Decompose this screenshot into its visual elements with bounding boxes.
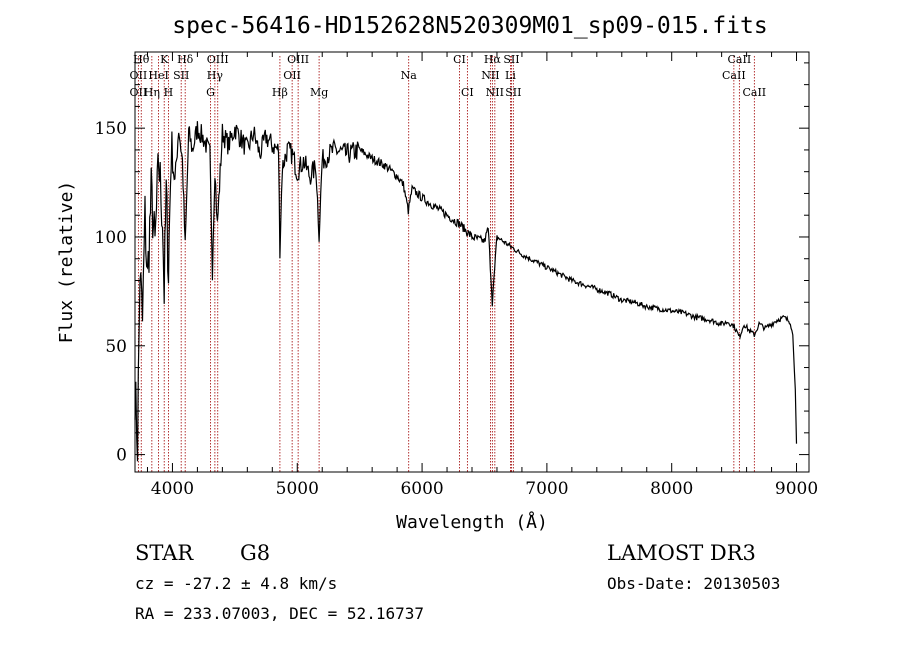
line-label: Na bbox=[401, 69, 418, 82]
line-label: OIII bbox=[207, 53, 229, 66]
line-label: HeI bbox=[148, 69, 168, 82]
line-label: SII bbox=[503, 53, 519, 66]
line-label: SII bbox=[173, 69, 189, 82]
line-label: H bbox=[164, 86, 174, 99]
y-axis-label: Flux (relative) bbox=[56, 181, 77, 344]
line-label: Hη bbox=[144, 86, 160, 99]
observation-date: Obs-Date: 20130503 bbox=[607, 574, 781, 593]
line-label: CI bbox=[453, 53, 466, 66]
line-label: OII bbox=[130, 69, 148, 82]
line-label: CaII bbox=[742, 86, 766, 99]
y-tick-label: 0 bbox=[116, 446, 127, 466]
y-axis-ticks: 0 50 100 150 bbox=[95, 62, 809, 466]
line-label: NII bbox=[486, 86, 504, 99]
line-label: OII bbox=[130, 86, 148, 99]
y-tick-label: 150 bbox=[95, 119, 127, 139]
line-label: CaII bbox=[728, 53, 752, 66]
line-label: OII bbox=[283, 69, 301, 82]
y-tick-label: 100 bbox=[95, 228, 127, 248]
emission-line-markers bbox=[137, 56, 755, 472]
line-label: Hγ bbox=[207, 69, 224, 82]
line-label: Li bbox=[505, 69, 516, 82]
line-label: OIII bbox=[287, 53, 309, 66]
line-label: Hα bbox=[484, 53, 502, 66]
x-tick-label: 8000 bbox=[650, 479, 693, 499]
line-label: CaII bbox=[722, 69, 746, 82]
x-axis-label: Wavelength (Å) bbox=[396, 511, 548, 533]
chart-title: spec-56416-HD152628N520309M01_sp09-015.f… bbox=[172, 13, 767, 39]
x-tick-label: 7000 bbox=[525, 479, 568, 499]
object-subclass: G8 bbox=[240, 541, 271, 565]
line-label: K bbox=[160, 53, 169, 66]
line-label: G bbox=[206, 86, 215, 99]
x-tick-label: 4000 bbox=[151, 479, 194, 499]
survey-name: LAMOST DR3 bbox=[607, 541, 756, 565]
line-label: CI bbox=[461, 86, 474, 99]
line-label: SII bbox=[505, 86, 521, 99]
x-tick-label: 5000 bbox=[276, 479, 319, 499]
line-label: Hδ bbox=[177, 53, 194, 66]
spectrum-series-line bbox=[134, 121, 798, 462]
object-class: STAR bbox=[135, 541, 194, 565]
x-axis-ticks: 4000 5000 6000 7000 8000 9000 bbox=[146, 52, 818, 499]
y-tick-label: 50 bbox=[105, 337, 127, 357]
plot-frame bbox=[134, 51, 810, 473]
line-label: Hβ bbox=[272, 86, 288, 99]
line-label: NII bbox=[481, 69, 499, 82]
x-tick-label: 9000 bbox=[775, 479, 818, 499]
sky-coordinates: RA = 233.07003, DEC = 52.16737 bbox=[135, 604, 424, 623]
redshift-value: cz = -27.2 ± 4.8 km/s bbox=[135, 574, 338, 593]
x-tick-label: 6000 bbox=[400, 479, 443, 499]
line-label: Mg bbox=[310, 86, 328, 99]
